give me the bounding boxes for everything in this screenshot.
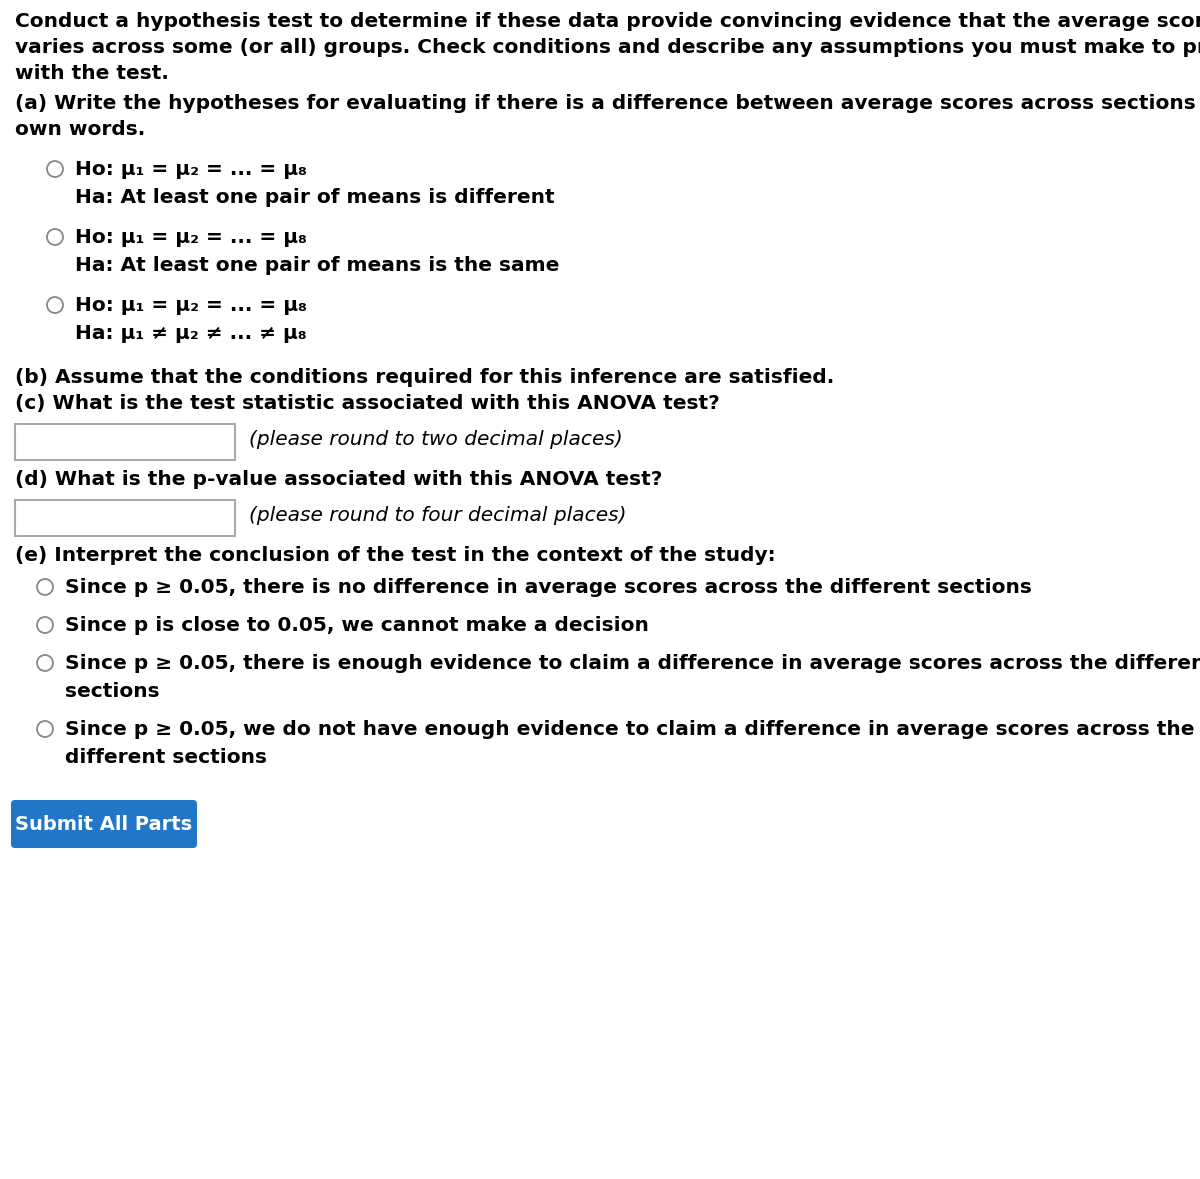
- Text: Ha: At least one pair of means is the same: Ha: At least one pair of means is the sa…: [74, 256, 559, 275]
- Text: varies across some (or all) groups. Check conditions and describe any assumption: varies across some (or all) groups. Chec…: [14, 38, 1200, 57]
- Text: Since p is close to 0.05, we cannot make a decision: Since p is close to 0.05, we cannot make…: [65, 615, 649, 635]
- Text: Ho: μ₁ = μ₂ = ... = μ₈: Ho: μ₁ = μ₂ = ... = μ₈: [74, 160, 307, 179]
- Text: Conduct a hypothesis test to determine if these data provide convincing evidence: Conduct a hypothesis test to determine i…: [14, 12, 1200, 31]
- Text: own words.: own words.: [14, 120, 145, 139]
- Text: sections: sections: [65, 681, 160, 702]
- Text: Since p ≥ 0.05, there is enough evidence to claim a difference in average scores: Since p ≥ 0.05, there is enough evidence…: [65, 654, 1200, 673]
- Text: Since p ≥ 0.05, we do not have enough evidence to claim a difference in average : Since p ≥ 0.05, we do not have enough ev…: [65, 720, 1194, 739]
- Text: (c) What is the test statistic associated with this ANOVA test?: (c) What is the test statistic associate…: [14, 394, 720, 413]
- Text: Ha: At least one pair of means is different: Ha: At least one pair of means is differ…: [74, 187, 554, 208]
- Text: with the test.: with the test.: [14, 64, 169, 83]
- Text: different sections: different sections: [65, 747, 266, 768]
- Text: (d) What is the p-value associated with this ANOVA test?: (d) What is the p-value associated with …: [14, 470, 662, 489]
- Text: (a) Write the hypotheses for evaluating if there is a difference between average: (a) Write the hypotheses for evaluating …: [14, 94, 1200, 113]
- FancyBboxPatch shape: [11, 801, 197, 848]
- Text: Ho: μ₁ = μ₂ = ... = μ₈: Ho: μ₁ = μ₂ = ... = μ₈: [74, 296, 307, 315]
- Text: Ha: μ₁ ≠ μ₂ ≠ ... ≠ μ₈: Ha: μ₁ ≠ μ₂ ≠ ... ≠ μ₈: [74, 324, 307, 343]
- Text: (please round to four decimal places): (please round to four decimal places): [250, 506, 626, 525]
- FancyBboxPatch shape: [14, 500, 235, 536]
- Text: (b) Assume that the conditions required for this inference are satisfied.: (b) Assume that the conditions required …: [14, 368, 834, 387]
- Text: Submit All Parts: Submit All Parts: [16, 815, 192, 834]
- Text: Since p ≥ 0.05, there is no difference in average scores across the different se: Since p ≥ 0.05, there is no difference i…: [65, 578, 1032, 597]
- Text: (e) Interpret the conclusion of the test in the context of the study:: (e) Interpret the conclusion of the test…: [14, 546, 775, 565]
- Text: (please round to two decimal places): (please round to two decimal places): [250, 430, 623, 449]
- Text: Ho: μ₁ = μ₂ = ... = μ₈: Ho: μ₁ = μ₂ = ... = μ₈: [74, 228, 307, 246]
- FancyBboxPatch shape: [14, 424, 235, 460]
